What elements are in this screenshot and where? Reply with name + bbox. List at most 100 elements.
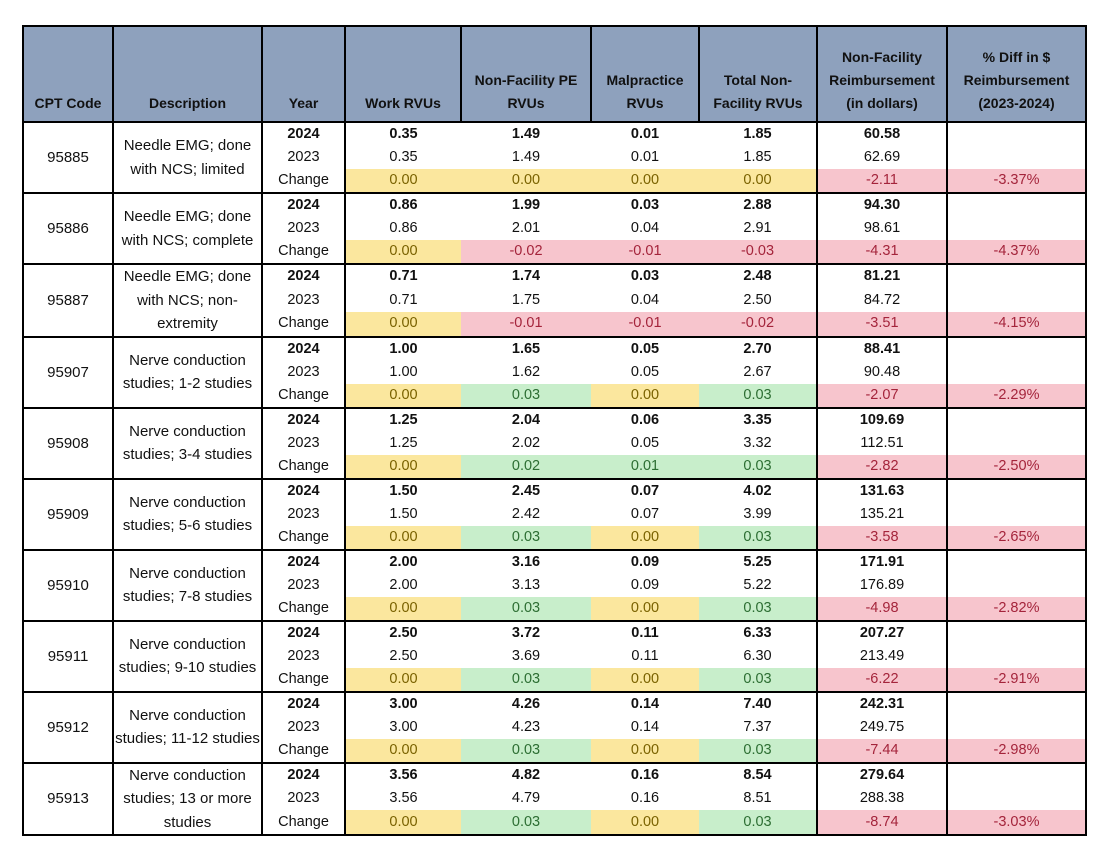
work-rvus-change-cell: 0.00	[344, 240, 461, 265]
reimbursement-2024-cell: 94.30	[816, 193, 948, 217]
table-row-2023: 2023 1.50 2.42 0.07 3.99 135.21	[23, 502, 1087, 526]
table-row-change: Change 0.00 -0.02 -0.01 -0.03 -4.31 -4.37%	[23, 240, 1087, 265]
total-rvus-2024-cell: 7.40	[699, 691, 818, 716]
cpt-code-cell: 95907	[22, 336, 114, 409]
reimbursement-2024-cell: 242.31	[816, 691, 948, 716]
pct-diff-cell: -4.15%	[946, 311, 1087, 338]
pct-diff-cell	[946, 193, 1087, 217]
rvu-table-container: CPT Code Description Year Work RVUs Non-…	[22, 25, 1087, 836]
pe-rvus-2023-cell: 1.75	[511, 291, 541, 308]
work-rvus-2024-cell: 2.50	[344, 620, 461, 645]
total-rvus-2023-cell: 6.30	[699, 644, 818, 668]
total-rvus-2023-cell: 3.32	[699, 431, 818, 455]
total-rvus-2023-cell: 2.91	[699, 217, 818, 240]
table-row-change: Change 0.00 0.03 0.00 0.03 -8.74 -3.03%	[23, 810, 1087, 836]
total-rvus-2024-cell: 2.48	[699, 264, 818, 289]
reimbursement-2023-cell: 249.75	[816, 715, 948, 739]
pe-rvus-2024-cell: 4.82	[511, 766, 541, 783]
total-rvus-2023-cell: 1.85	[699, 146, 818, 169]
year-cell: 2023	[261, 502, 346, 526]
work-rvus-2023-cell: 2.50	[344, 644, 461, 668]
header-total-rvus: Total Non- Facility RVUs	[698, 25, 818, 123]
total-rvus-change-cell: 0.03	[699, 454, 818, 480]
reimbursement-2024-cell: 109.69	[816, 407, 948, 432]
pct-diff-cell	[946, 217, 1087, 240]
reimbursement-2023-cell: 112.51	[816, 431, 948, 455]
malpractice-rvus-2024-cell: 0.03	[630, 197, 660, 213]
year-cell: 2023	[261, 573, 346, 597]
description-cell: Nerve conduction studies; 1-2 studies	[112, 336, 263, 409]
header-reimb-line2: Reimbursement	[829, 72, 935, 88]
malpractice-rvus-change-cell: 0.00	[591, 169, 699, 194]
table-row-2024: 95907 Nerve conduction studies; 1-2 studi…	[22, 336, 1087, 409]
table-row-2023: 2023 1.00 1.62 0.05 2.67 90.48	[23, 360, 1087, 384]
year-cell: 2024	[261, 264, 346, 289]
year-cell: Change	[261, 240, 346, 265]
year-cell: 2024	[261, 620, 346, 645]
year-cell: Change	[261, 667, 346, 693]
total-rvus-2023-cell: 7.37	[699, 715, 818, 739]
malpractice-rvus-change-cell: 0.00	[591, 525, 699, 551]
reimbursement-2023-cell: 288.38	[816, 787, 948, 811]
year-cell: Change	[261, 596, 346, 622]
total-rvus-2024-cell: 1.85	[699, 122, 818, 146]
cpt-code-cell: 95909	[22, 478, 114, 551]
work-rvus-2024-cell: 1.50	[344, 478, 461, 503]
table-row-2023: 2023 2.00 3.13 0.09 5.22 176.89	[23, 573, 1087, 597]
header-reimb-line1: Non-Facility	[841, 49, 923, 65]
pct-diff-cell: -2.91%	[946, 667, 1087, 693]
pct-diff-cell	[946, 620, 1087, 645]
header-malpractice-rvus: Malpractice RVUs	[590, 25, 700, 123]
pe-rvus-2023-cell: 2.01	[511, 220, 541, 236]
header-pe-line2: RVUs	[507, 95, 545, 111]
total-rvus-change-cell: 0.03	[699, 383, 818, 409]
table-row-change: Change 0.00 0.00 0.00 0.00 -2.11 -3.37%	[23, 169, 1087, 194]
table-row-2024: 95912 Nerve conduction studies; 11-12 stu…	[22, 691, 1087, 764]
reimbursement-change-cell: -7.44	[816, 738, 948, 764]
table-row-2024: 95885 Needle EMG; done with NCS; limited 2…	[22, 122, 1087, 194]
reimbursement-2023-cell: 135.21	[816, 502, 948, 526]
pct-diff-cell	[946, 360, 1087, 384]
pe-rvus-2024-cell: 1.49	[511, 126, 541, 142]
year-cell: 2024	[261, 122, 346, 146]
pe-rvus-2023-cell: 2.42	[511, 505, 541, 522]
malpractice-rvus-change-cell: 0.00	[591, 596, 699, 622]
header-pe-rvus: Non-Facility PE RVUs	[460, 25, 592, 123]
year-cell: 2023	[261, 644, 346, 668]
work-rvus-2024-cell: 3.56	[344, 762, 461, 787]
work-rvus-change-cell: 0.00	[344, 454, 461, 480]
table-row-2024: 95886 Needle EMG; done with NCS; complete…	[22, 193, 1087, 265]
work-rvus-2023-cell: 1.00	[344, 360, 461, 384]
pe-rvus-change-cell: 0.02	[461, 454, 591, 480]
total-rvus-change-cell: 0.03	[699, 525, 818, 551]
work-rvus-2024-cell: 0.86	[344, 193, 461, 217]
pe-rvus-2024-cell: 4.26	[511, 695, 541, 712]
table-row-change: Change 0.00 0.03 0.00 0.03 -3.58 -2.65%	[23, 525, 1087, 551]
pe-rvus-change-cell: 0.00	[461, 169, 591, 194]
header-reimb-line3: (in dollars)	[846, 95, 918, 111]
reimbursement-2024-cell: 279.64	[816, 762, 948, 787]
pe-rvus-2024-cell: 2.45	[511, 482, 541, 499]
work-rvus-2024-cell: 1.00	[344, 336, 461, 361]
pe-rvus-2024-cell: 2.04	[511, 411, 541, 428]
pct-diff-cell	[946, 336, 1087, 361]
malpractice-rvus-2024-cell: 0.05	[630, 340, 660, 357]
table-row-2023: 2023 0.86 2.01 0.04 2.91 98.61	[23, 217, 1087, 240]
pe-rvus-change-cell: 0.03	[461, 738, 591, 764]
header-cpt-code: CPT Code	[22, 25, 114, 123]
cpt-code-cell: 95908	[22, 407, 114, 480]
malpractice-rvus-change-cell: 0.00	[591, 667, 699, 693]
year-cell: 2023	[261, 787, 346, 811]
year-cell: 2024	[261, 549, 346, 574]
cpt-code-cell: 95912	[22, 691, 114, 764]
pct-diff-cell	[946, 288, 1087, 312]
pct-diff-cell: -4.37%	[946, 240, 1087, 265]
total-rvus-2023-cell: 3.99	[699, 502, 818, 526]
work-rvus-change-cell: 0.00	[344, 738, 461, 764]
reimbursement-change-cell: -6.22	[816, 667, 948, 693]
pct-diff-cell	[946, 691, 1087, 716]
work-rvus-change-cell: 0.00	[344, 810, 461, 836]
table-row-2024: 95909 Nerve conduction studies; 5-6 studi…	[22, 478, 1087, 551]
malpractice-rvus-2023-cell: 0.11	[631, 647, 659, 664]
year-cell: Change	[261, 383, 346, 409]
